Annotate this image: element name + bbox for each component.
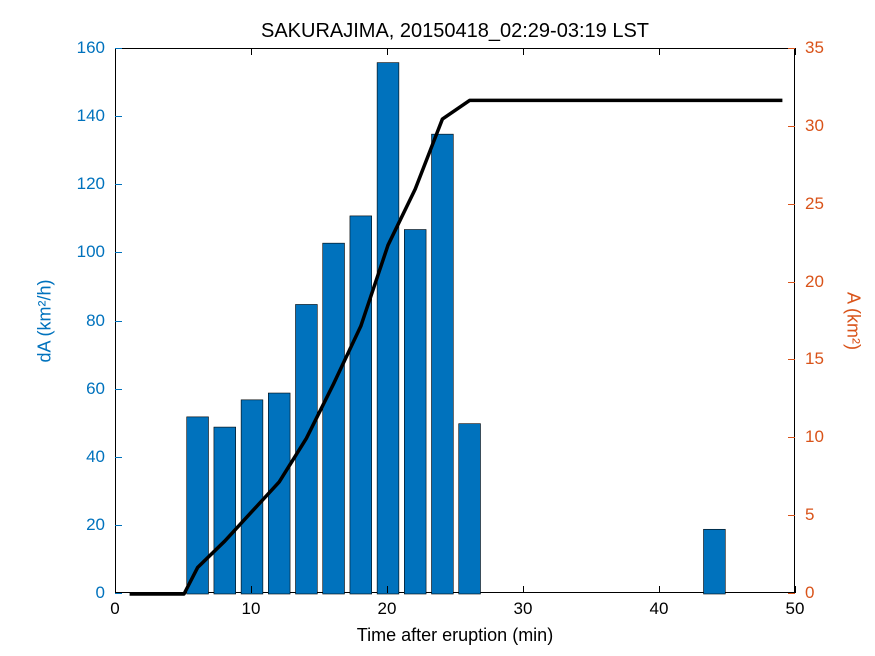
y-right-tick-mark — [788, 359, 795, 360]
y-left-tick-mark — [115, 593, 122, 594]
y-right-tick-label: 20 — [805, 272, 824, 292]
y-right-tick-mark — [788, 204, 795, 205]
x-tick-label: 20 — [378, 599, 397, 619]
y-left-tick-label: 120 — [77, 174, 105, 194]
y-right-tick-mark — [788, 437, 795, 438]
y-right-axis-label: A (km²) — [843, 292, 864, 350]
y-left-tick-mark — [115, 321, 122, 322]
y-left-tick-mark — [115, 457, 122, 458]
x-tick-mark — [251, 586, 252, 593]
y-right-tick-mark — [788, 126, 795, 127]
x-tick-label: 30 — [514, 599, 533, 619]
y-left-tick-label: 80 — [86, 311, 105, 331]
x-tick-label: 40 — [650, 599, 669, 619]
y-left-tick-label: 160 — [77, 38, 105, 58]
y-right-tick-label: 5 — [805, 505, 814, 525]
x-tick-mark-top — [659, 48, 660, 55]
chart-title: SAKURAJIMA, 20150418_02:29-03:19 LST — [261, 20, 649, 43]
x-tick-mark — [523, 586, 524, 593]
x-tick-mark — [795, 586, 796, 593]
y-right-tick-label: 15 — [805, 349, 824, 369]
x-tick-mark-top — [387, 48, 388, 55]
x-tick-label: 50 — [786, 599, 805, 619]
y-right-tick-label: 35 — [805, 38, 824, 58]
y-left-tick-label: 40 — [86, 447, 105, 467]
y-right-tick-label: 30 — [805, 116, 824, 136]
y-left-axis-label: dA (km²/h) — [35, 279, 56, 362]
x-tick-mark — [115, 586, 116, 593]
chart-container: SAKURAJIMA, 20150418_02:29-03:19 LST Tim… — [0, 0, 875, 656]
x-tick-mark-top — [251, 48, 252, 55]
y-right-tick-mark — [788, 282, 795, 283]
y-left-tick-label: 20 — [86, 515, 105, 535]
y-left-tick-label: 140 — [77, 106, 105, 126]
x-tick-mark-top — [795, 48, 796, 55]
y-left-tick-mark — [115, 525, 122, 526]
plot-area — [115, 48, 795, 593]
x-tick-mark — [387, 586, 388, 593]
y-right-tick-mark — [788, 593, 795, 594]
y-left-tick-label: 100 — [77, 242, 105, 262]
x-axis-label: Time after eruption (min) — [357, 625, 553, 646]
x-tick-mark-top — [523, 48, 524, 55]
y-right-tick-mark — [788, 515, 795, 516]
y-right-tick-label: 10 — [805, 427, 824, 447]
y-left-tick-mark — [115, 252, 122, 253]
x-tick-label: 0 — [110, 599, 119, 619]
line-series — [116, 49, 796, 594]
y-left-tick-mark — [115, 389, 122, 390]
y-right-tick-label: 25 — [805, 194, 824, 214]
y-left-tick-label: 60 — [86, 379, 105, 399]
cumulative-line — [130, 100, 783, 594]
x-tick-label: 10 — [242, 599, 261, 619]
y-left-tick-label: 0 — [96, 583, 105, 603]
x-tick-mark — [659, 586, 660, 593]
y-left-tick-mark — [115, 48, 122, 49]
y-right-tick-label: 0 — [805, 583, 814, 603]
y-left-tick-mark — [115, 116, 122, 117]
y-left-tick-mark — [115, 184, 122, 185]
x-tick-mark-top — [115, 48, 116, 55]
y-right-tick-mark — [788, 48, 795, 49]
